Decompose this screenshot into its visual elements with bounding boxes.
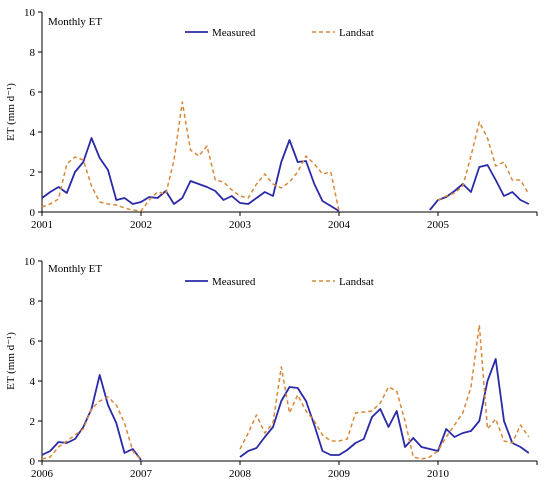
y-tick-label: 8 <box>30 47 36 59</box>
legend-label-measured: Measured <box>212 27 256 39</box>
y-axis-label: ET (mm d⁻¹) <box>5 83 17 141</box>
legend-label-measured: Measured <box>212 276 256 288</box>
series-line-landsat <box>239 324 530 460</box>
y-tick-label: 10 <box>24 256 36 268</box>
series-line-landsat <box>41 396 142 461</box>
series-line-landsat <box>437 121 530 201</box>
x-tick-label: 2005 <box>427 219 450 231</box>
y-tick-label: 4 <box>30 127 36 139</box>
y-tick-label: 8 <box>30 296 36 308</box>
legend-label-landsat: Landsat <box>339 276 374 288</box>
x-tick-label: 2009 <box>328 468 351 480</box>
x-tick-label: 2001 <box>31 219 53 231</box>
series-line-measured <box>239 358 530 458</box>
chart-panel-1: 0 2 4 6 8 10 2001 2002 2003 2004 2005 Monthly ET ET … <box>5 7 538 231</box>
series-line-landsat <box>41 101 340 212</box>
x-tick-label: 2010 <box>427 468 450 480</box>
y-tick-label: 2 <box>30 167 36 179</box>
x-tick-label: 2003 <box>229 219 252 231</box>
y-tick-label: 2 <box>30 416 36 428</box>
series-landsat <box>41 101 530 212</box>
series-line-measured <box>41 137 340 212</box>
chart-title: Monthly ET <box>48 16 102 28</box>
x-tick-label: 2007 <box>130 468 153 480</box>
legend-label-landsat: Landsat <box>339 27 374 39</box>
x-tick-label: 2006 <box>31 468 54 480</box>
y-axis-label: ET (mm d⁻¹) <box>5 332 17 390</box>
x-tick-label: 2008 <box>229 468 252 480</box>
series-measured <box>41 137 530 212</box>
y-tick-label: 0 <box>30 456 36 468</box>
chart-panel-2: 0 2 4 6 8 10 2006 2007 2008 2009 2010 Monthly ET ET … <box>5 256 538 480</box>
series-landsat <box>41 324 530 461</box>
y-tick-label: 4 <box>30 376 36 388</box>
series-line-measured <box>429 164 530 211</box>
x-tick-label: 2002 <box>130 219 152 231</box>
y-tick-label: 6 <box>30 336 36 348</box>
x-tick-label: 2004 <box>328 219 351 231</box>
y-tick-label: 10 <box>24 7 36 19</box>
y-tick-label: 6 <box>30 87 36 99</box>
chart-title: Monthly ET <box>48 263 102 275</box>
y-tick-label: 0 <box>30 207 36 219</box>
